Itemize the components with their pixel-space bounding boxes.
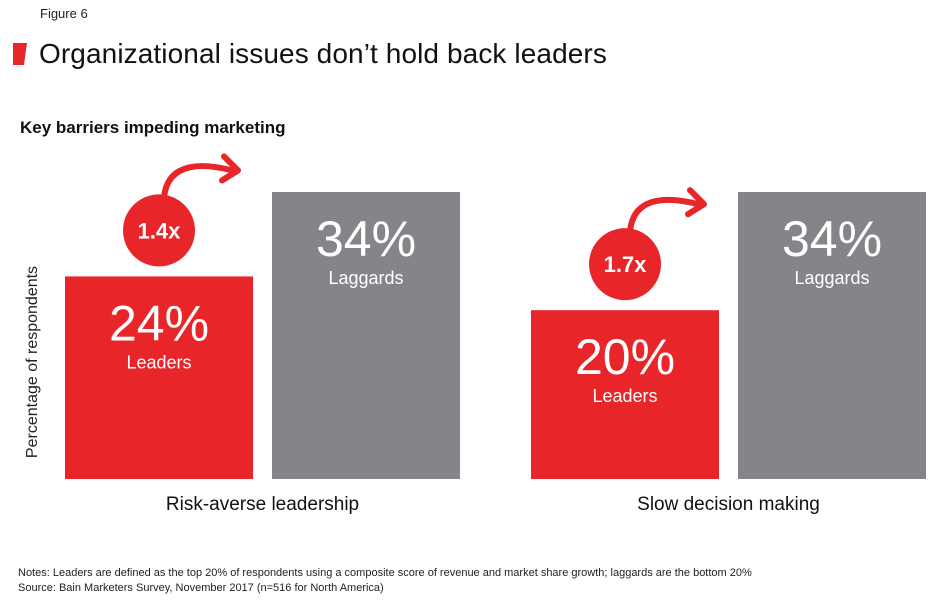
multiplier-arrowhead-1 [219, 153, 241, 184]
chart-subtitle: Key barriers impeding marketing [20, 118, 286, 137]
bar-leaders-2 [531, 310, 719, 479]
value-label-leaders-2: 20% [575, 329, 675, 385]
series-label-laggards-2: Laggards [794, 268, 869, 288]
category-label-1: Risk-averse leadership [166, 494, 359, 515]
chart-title: Organizational issues don’t hold back le… [39, 38, 607, 69]
notes-block: Notes: Leaders are defined as the top 20… [18, 566, 752, 596]
notes-text: Notes: Leaders are defined as the top 20… [18, 567, 752, 579]
multiplier-label-2: 1.7x [604, 252, 648, 277]
value-label-laggards-1: 34% [316, 211, 416, 267]
bar-leaders-1 [65, 276, 253, 479]
multiplier-label-1: 1.4x [138, 218, 182, 243]
figure-label: Figure 6 [40, 6, 88, 21]
multiplier-badge-1 [123, 194, 195, 267]
title-row: Organizational issues don’t hold back le… [13, 38, 607, 70]
multiplier-badge-2 [589, 228, 661, 301]
series-label-leaders-1: Leaders [126, 352, 191, 372]
series-label-laggards-1: Laggards [328, 268, 403, 288]
multiplier-arrowhead-2 [685, 187, 707, 218]
bar-laggards-2 [738, 192, 926, 479]
multiplier-arrow-2 [627, 196, 701, 236]
source-text: Source: Bain Marketers Survey, November … [18, 582, 384, 594]
bar-laggards-1 [272, 192, 460, 479]
title-accent-mark [13, 43, 27, 65]
series-label-leaders-2: Leaders [592, 386, 657, 406]
value-label-leaders-1: 24% [109, 295, 209, 351]
value-label-laggards-2: 34% [782, 211, 882, 267]
category-label-2: Slow decision making [637, 494, 820, 515]
multiplier-arrow-1 [161, 163, 235, 202]
